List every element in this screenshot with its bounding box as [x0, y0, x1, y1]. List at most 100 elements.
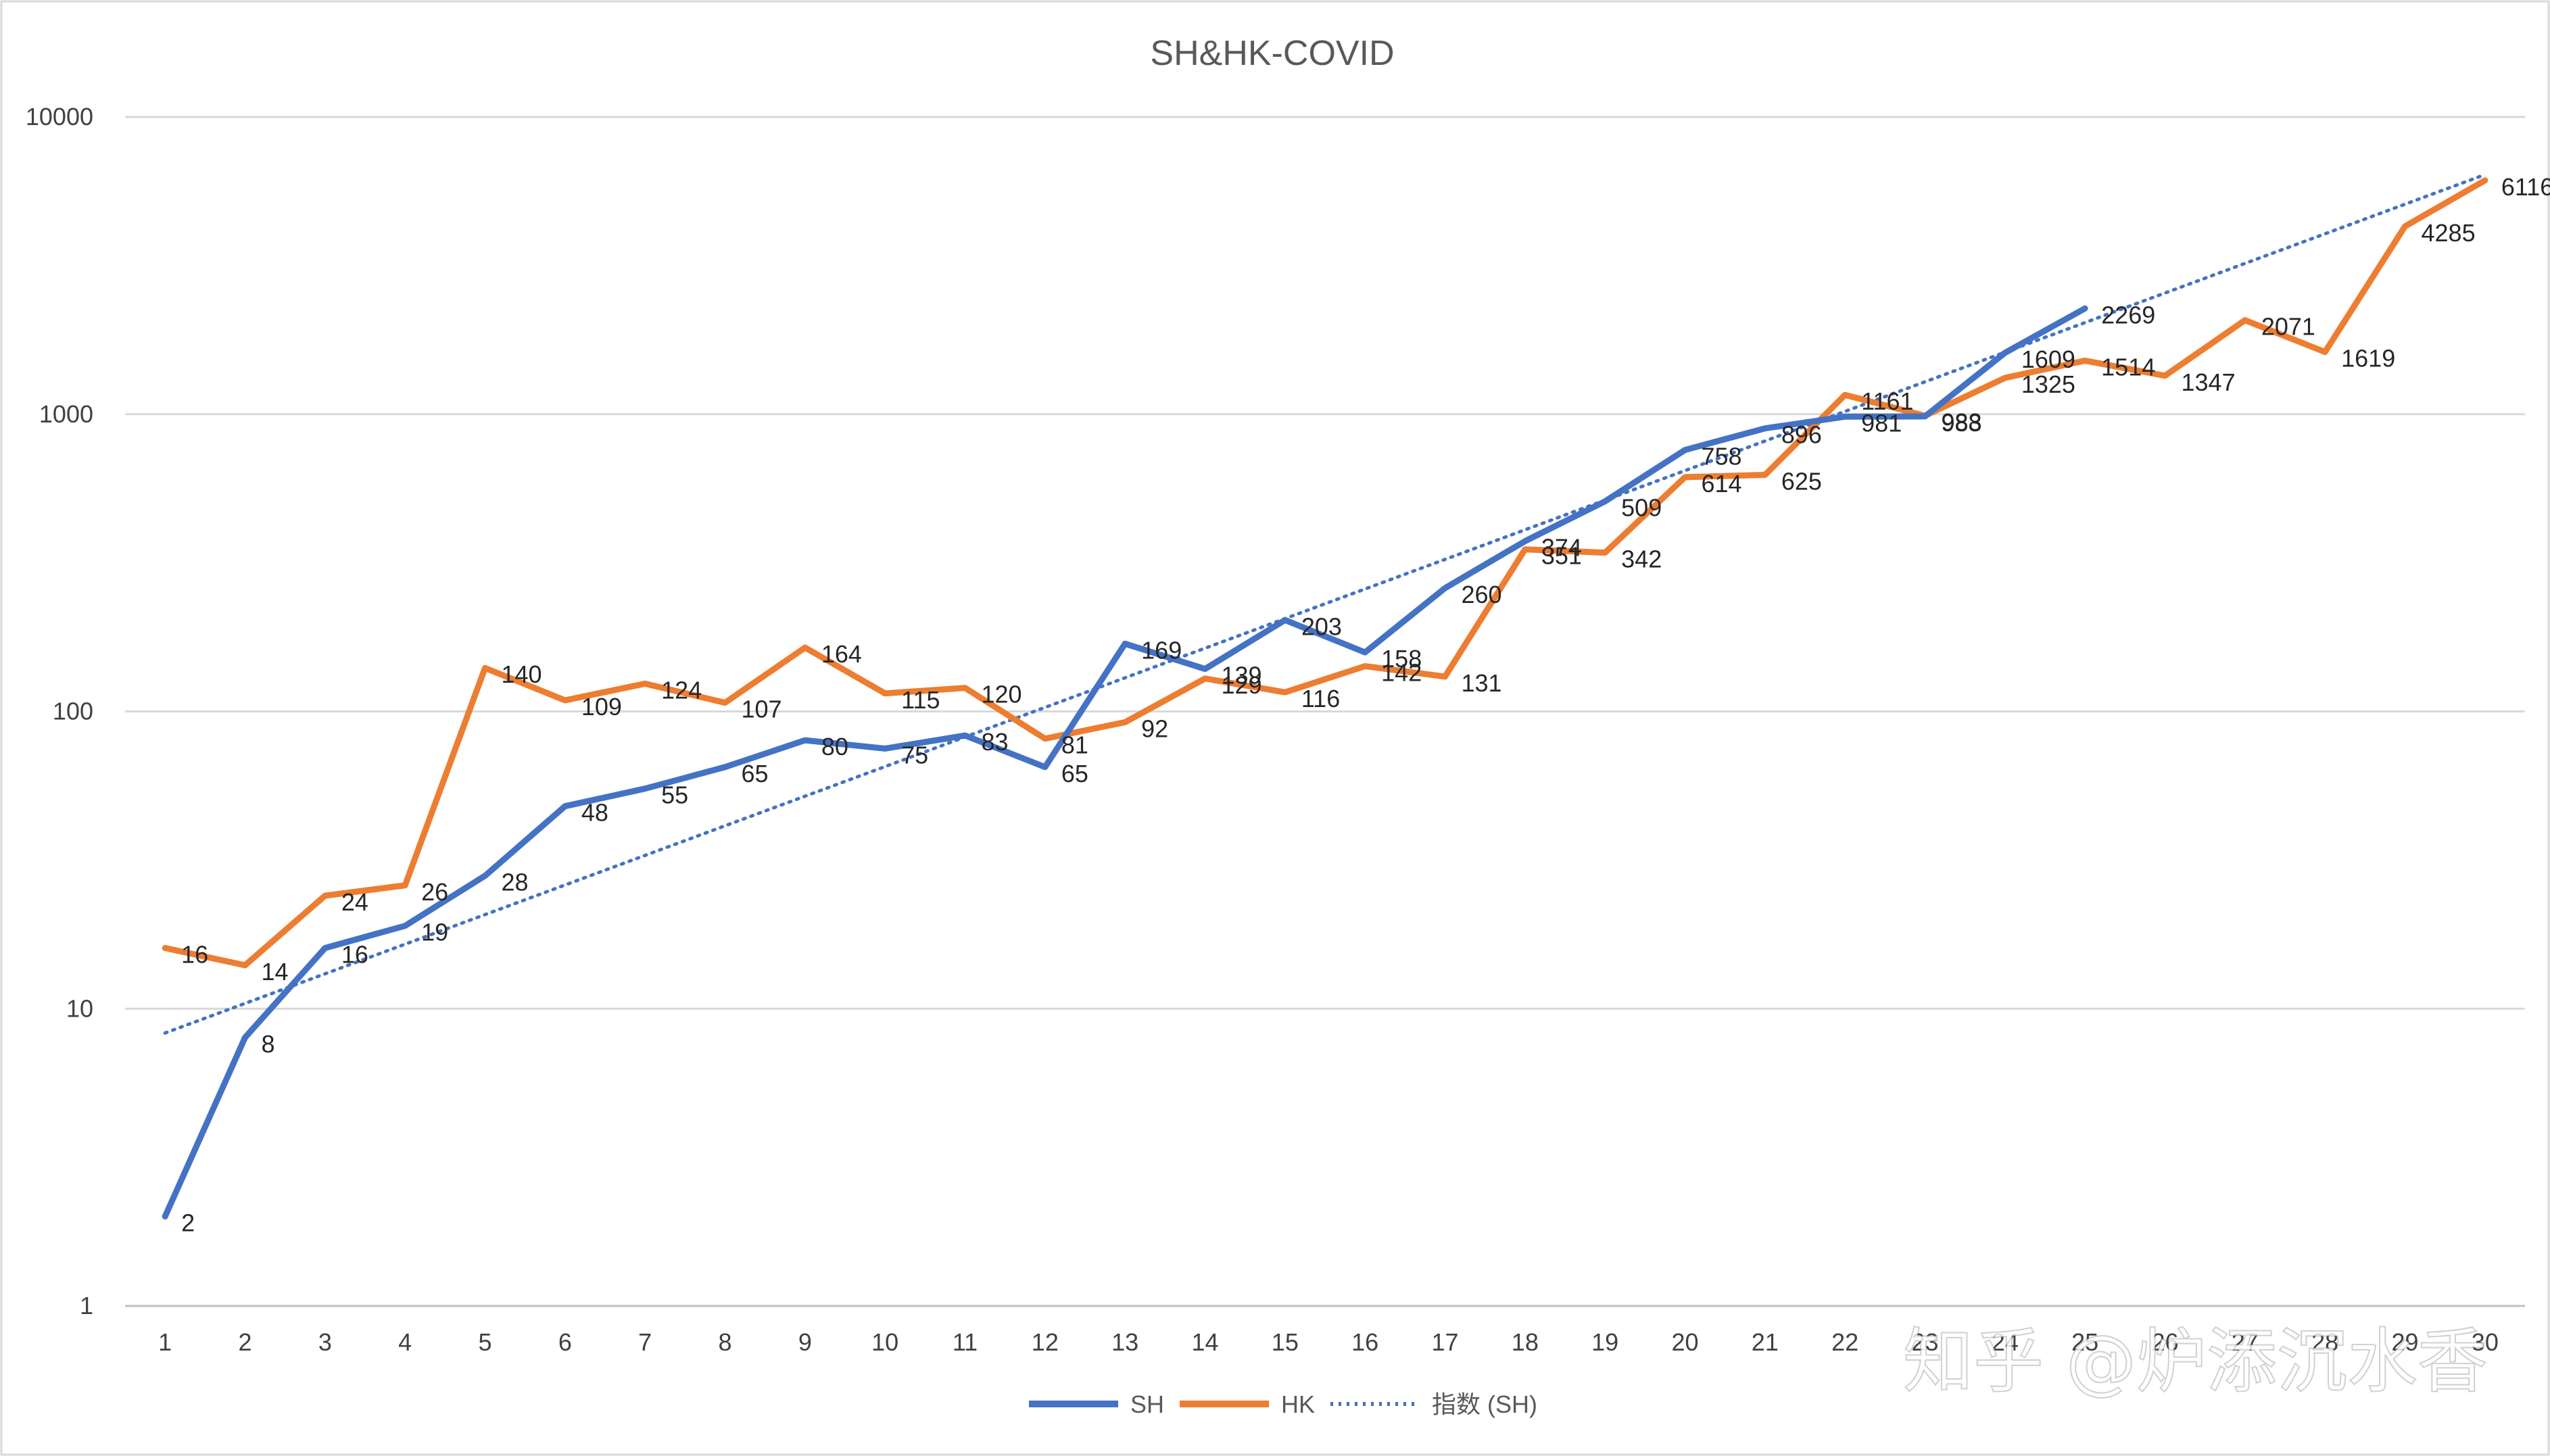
x-tick-label: 8 — [718, 1328, 731, 1356]
trendline-layer — [163, 172, 2487, 1035]
data-label-sh: 260 — [1462, 581, 1502, 608]
series-line-hk — [162, 177, 2488, 969]
data-label-hk: 129 — [1222, 671, 1262, 699]
x-tick-label: 18 — [1512, 1328, 1539, 1356]
data-label-sh: 75 — [901, 741, 928, 769]
x-tick-label: 3 — [318, 1328, 332, 1356]
x-tick-label: 29 — [2391, 1328, 2418, 1356]
data-label-hk: 6116 — [2501, 173, 2550, 201]
data-label-hk: 140 — [502, 660, 542, 688]
x-tick-label: 17 — [1431, 1328, 1458, 1356]
data-label-hk: 131 — [1462, 669, 1502, 697]
y-tick-label: 10 — [66, 994, 93, 1022]
x-tick-label: 25 — [2071, 1328, 2098, 1356]
data-label-sh: 16 — [341, 940, 368, 968]
x-tick-label: 1 — [158, 1328, 172, 1356]
data-label-sh: 139 — [1222, 662, 1262, 689]
data-label-sh: 2269 — [2101, 301, 2155, 329]
data-label-hk: 116 — [1301, 685, 1340, 712]
data-label-hk: 16 — [181, 940, 208, 968]
data-label-hk: 107 — [742, 696, 782, 723]
data-label-hk: 14 — [262, 958, 289, 986]
chart-title: SH&HK-COVID — [1150, 34, 1394, 73]
y-tick-label: 1000 — [39, 400, 93, 428]
data-label-sh: 55 — [661, 781, 688, 809]
y-tick-label: 1 — [80, 1292, 93, 1319]
x-tick-label: 4 — [398, 1328, 412, 1356]
data-label-sh: 48 — [581, 799, 608, 827]
x-tick-label: 6 — [558, 1328, 572, 1356]
data-label-sh: 509 — [1621, 494, 1662, 522]
data-label-hk: 24 — [341, 888, 368, 916]
data-label-sh: 758 — [1702, 443, 1742, 470]
data-label-hk: 1325 — [2021, 370, 2075, 398]
x-tick-label: 14 — [1191, 1328, 1218, 1356]
x-tick-label: 30 — [2472, 1328, 2499, 1356]
data-label-hk: 1514 — [2101, 354, 2155, 381]
x-tick-label: 21 — [1752, 1328, 1779, 1356]
legend: SH HK 指数 (SH) — [1029, 1390, 1537, 1418]
data-label-sh: 169 — [1141, 636, 1182, 664]
data-label-hk: 351 — [1541, 542, 1582, 570]
y-tick-label: 100 — [53, 698, 93, 725]
gridlines — [125, 116, 2525, 1307]
x-tick-label: 13 — [1111, 1328, 1138, 1356]
data-label-hk: 988 — [1942, 408, 1982, 436]
data-label-sh: 374 — [1541, 534, 1582, 562]
data-label-sh: 2 — [181, 1209, 195, 1237]
x-tick-label: 9 — [798, 1328, 812, 1356]
x-tick-label: 27 — [2232, 1328, 2259, 1356]
legend-sh-label: SH — [1130, 1390, 1164, 1418]
x-tick-label: 22 — [1831, 1328, 1858, 1356]
data-label-hk: 92 — [1141, 714, 1168, 742]
x-tick-label: 26 — [2151, 1328, 2178, 1356]
data-label-sh: 983 — [1942, 409, 1982, 437]
trendline-sh — [163, 172, 2487, 1035]
data-label-hk: 614 — [1702, 470, 1742, 498]
x-tick-label: 5 — [478, 1328, 491, 1356]
data-label-sh: 28 — [502, 869, 529, 896]
data-label-hk: 164 — [821, 640, 862, 668]
data-label-sh: 896 — [1781, 421, 1822, 449]
legend-trend-label: 指数 (SH) — [1432, 1390, 1537, 1418]
data-label-sh: 158 — [1381, 645, 1422, 673]
x-tick-label: 2 — [238, 1328, 251, 1356]
data-label-hk: 2071 — [2261, 313, 2315, 341]
data-label-hk: 115 — [901, 686, 940, 714]
watermark: 知乎 @炉添沉水香 — [1903, 1320, 2488, 1403]
y-tick-label: 10000 — [26, 103, 93, 130]
x-tick-label: 11 — [953, 1328, 978, 1356]
data-label-sh: 80 — [821, 733, 848, 760]
legend-hk-label: HK — [1281, 1390, 1315, 1418]
series-layer — [162, 177, 2488, 1220]
data-label-hk: 109 — [581, 693, 622, 721]
data-label-sh: 83 — [982, 728, 1009, 756]
data-label-sh: 19 — [421, 919, 448, 946]
x-tick-label: 28 — [2311, 1328, 2338, 1356]
data-label-sh: 8 — [262, 1030, 275, 1058]
data-label-sh: 65 — [742, 760, 769, 787]
data-label-hk: 1347 — [2182, 368, 2236, 396]
data-label-sh: 203 — [1301, 612, 1342, 640]
x-tick-label: 12 — [1032, 1328, 1059, 1356]
data-label-hk: 4285 — [2422, 219, 2476, 247]
data-label-hk: 120 — [982, 681, 1022, 708]
x-tick-label: 16 — [1351, 1328, 1378, 1356]
x-tick-label: 15 — [1272, 1328, 1299, 1356]
data-label-hk: 26 — [421, 878, 448, 906]
data-label-hk: 1619 — [2341, 345, 2395, 372]
data-label-hk: 142 — [1381, 659, 1422, 687]
data-label-sh: 981 — [1861, 409, 1902, 437]
x-tick-label: 19 — [1591, 1328, 1618, 1356]
data-label-sh: 65 — [1061, 760, 1088, 787]
x-tick-label: 23 — [1911, 1328, 1938, 1356]
x-tick-label: 20 — [1671, 1328, 1698, 1356]
data-label-hk: 81 — [1061, 731, 1088, 759]
x-tick-label: 7 — [638, 1328, 652, 1356]
data-label-hk: 124 — [661, 676, 702, 704]
data-label-sh: 1609 — [2021, 345, 2075, 373]
